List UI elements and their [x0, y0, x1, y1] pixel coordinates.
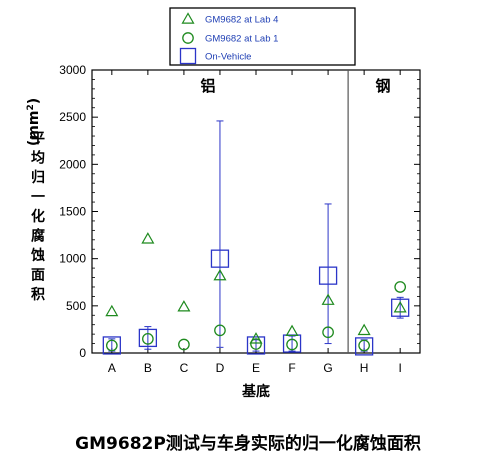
x-tick-label: A: [108, 361, 116, 375]
on-vehicle-point-A: [102, 336, 121, 355]
lab4-point-A: [105, 304, 119, 317]
x-tick-label: H: [360, 361, 369, 375]
y-tick-label: 2500: [59, 110, 86, 124]
region-label-aluminum: 铝: [200, 77, 215, 95]
y-axis-title-char: 一: [31, 190, 45, 206]
x-tick-label: G: [323, 361, 332, 375]
lab4-point-I: [393, 301, 407, 313]
y-axis-title-char: 化: [31, 208, 45, 225]
lab1-point-G: [322, 326, 334, 339]
x-tick-label: E: [252, 361, 260, 375]
legend-square-icon: [179, 47, 197, 65]
on-vehicle-point-E: [246, 336, 266, 355]
y-tick-label: 1500: [59, 205, 86, 219]
y-axis-title-char: 均: [31, 150, 45, 167]
x-tick-label: F: [288, 361, 295, 375]
y-axis-title-char: 平: [31, 131, 45, 147]
lab4-point-G: [321, 293, 335, 305]
region-label-steel: 钢: [375, 77, 390, 95]
plot-area: 0 500 1000 1500 2000 2500 3000 A B C D E F G H I: [59, 63, 421, 375]
y-axis-title-char: 积: [31, 286, 45, 303]
legend-label-2: On-Vehicle: [205, 52, 251, 63]
legend-triangle-icon: [181, 12, 195, 24]
legend-box: [169, 7, 356, 66]
on-vehicle-point-B: [138, 328, 158, 348]
lab4-point-H: [357, 323, 371, 336]
y-tick-label: 1000: [59, 252, 86, 266]
y-tick-label: 0: [79, 346, 86, 360]
lab4-point-E: [249, 332, 263, 344]
lab4-point-B: [141, 232, 155, 244]
y-axis-title-char: 腐: [31, 228, 45, 245]
y-axis-unit-suffix: ): [26, 98, 42, 104]
on-vehicle-point-I: [391, 298, 410, 317]
plot-frame: [91, 69, 421, 354]
x-tick-label: B: [144, 361, 152, 375]
y-axis-unit-sup: 2: [26, 104, 36, 110]
on-vehicle-point-G: [318, 266, 338, 285]
legend-label-0: GM9682 at Lab 4: [205, 15, 278, 26]
lab4-point-F: [285, 324, 299, 337]
y-tick-label: 2000: [59, 157, 86, 171]
x-tick-label: C: [180, 361, 189, 375]
x-tick-label: D: [216, 361, 225, 375]
y-tick-label: 500: [66, 299, 86, 313]
lab4-point-C: [177, 300, 191, 312]
on-vehicle-point-D: [210, 249, 230, 268]
y-axis-title-char: 面: [31, 268, 45, 284]
x-tick-label: I: [399, 361, 402, 375]
lab1-point-I: [394, 281, 407, 293]
lab1-point-E: [250, 338, 262, 350]
lab1-point-A: [105, 339, 118, 352]
lab1-point-C: [178, 338, 190, 351]
y-axis-unit-prefix: (mm: [26, 111, 42, 147]
y-tick-label: 3000: [59, 63, 86, 77]
y-axis-title-char: 归: [31, 169, 45, 186]
lab1-point-B: [142, 332, 154, 345]
chart-caption: GM9682P测试与车身实际的归一化腐蚀面积: [75, 433, 421, 454]
x-axis-title: 基底: [242, 383, 270, 400]
y-axis-title-char: 蚀: [30, 247, 45, 264]
y-axis-unit: (mm2): [26, 98, 42, 146]
legend: GM9682 at Lab 4 GM9682 at Lab 1 On-Vehicle: [169, 7, 356, 66]
legend-circle-icon: [182, 32, 194, 44]
on-vehicle-point-H: [354, 337, 374, 356]
legend-label-1: GM9682 at Lab 1: [205, 34, 278, 45]
lab1-point-H: [358, 339, 370, 352]
lab1-point-D: [214, 324, 226, 337]
lab1-point-F: [286, 338, 298, 351]
lab4-point-D: [213, 268, 227, 281]
